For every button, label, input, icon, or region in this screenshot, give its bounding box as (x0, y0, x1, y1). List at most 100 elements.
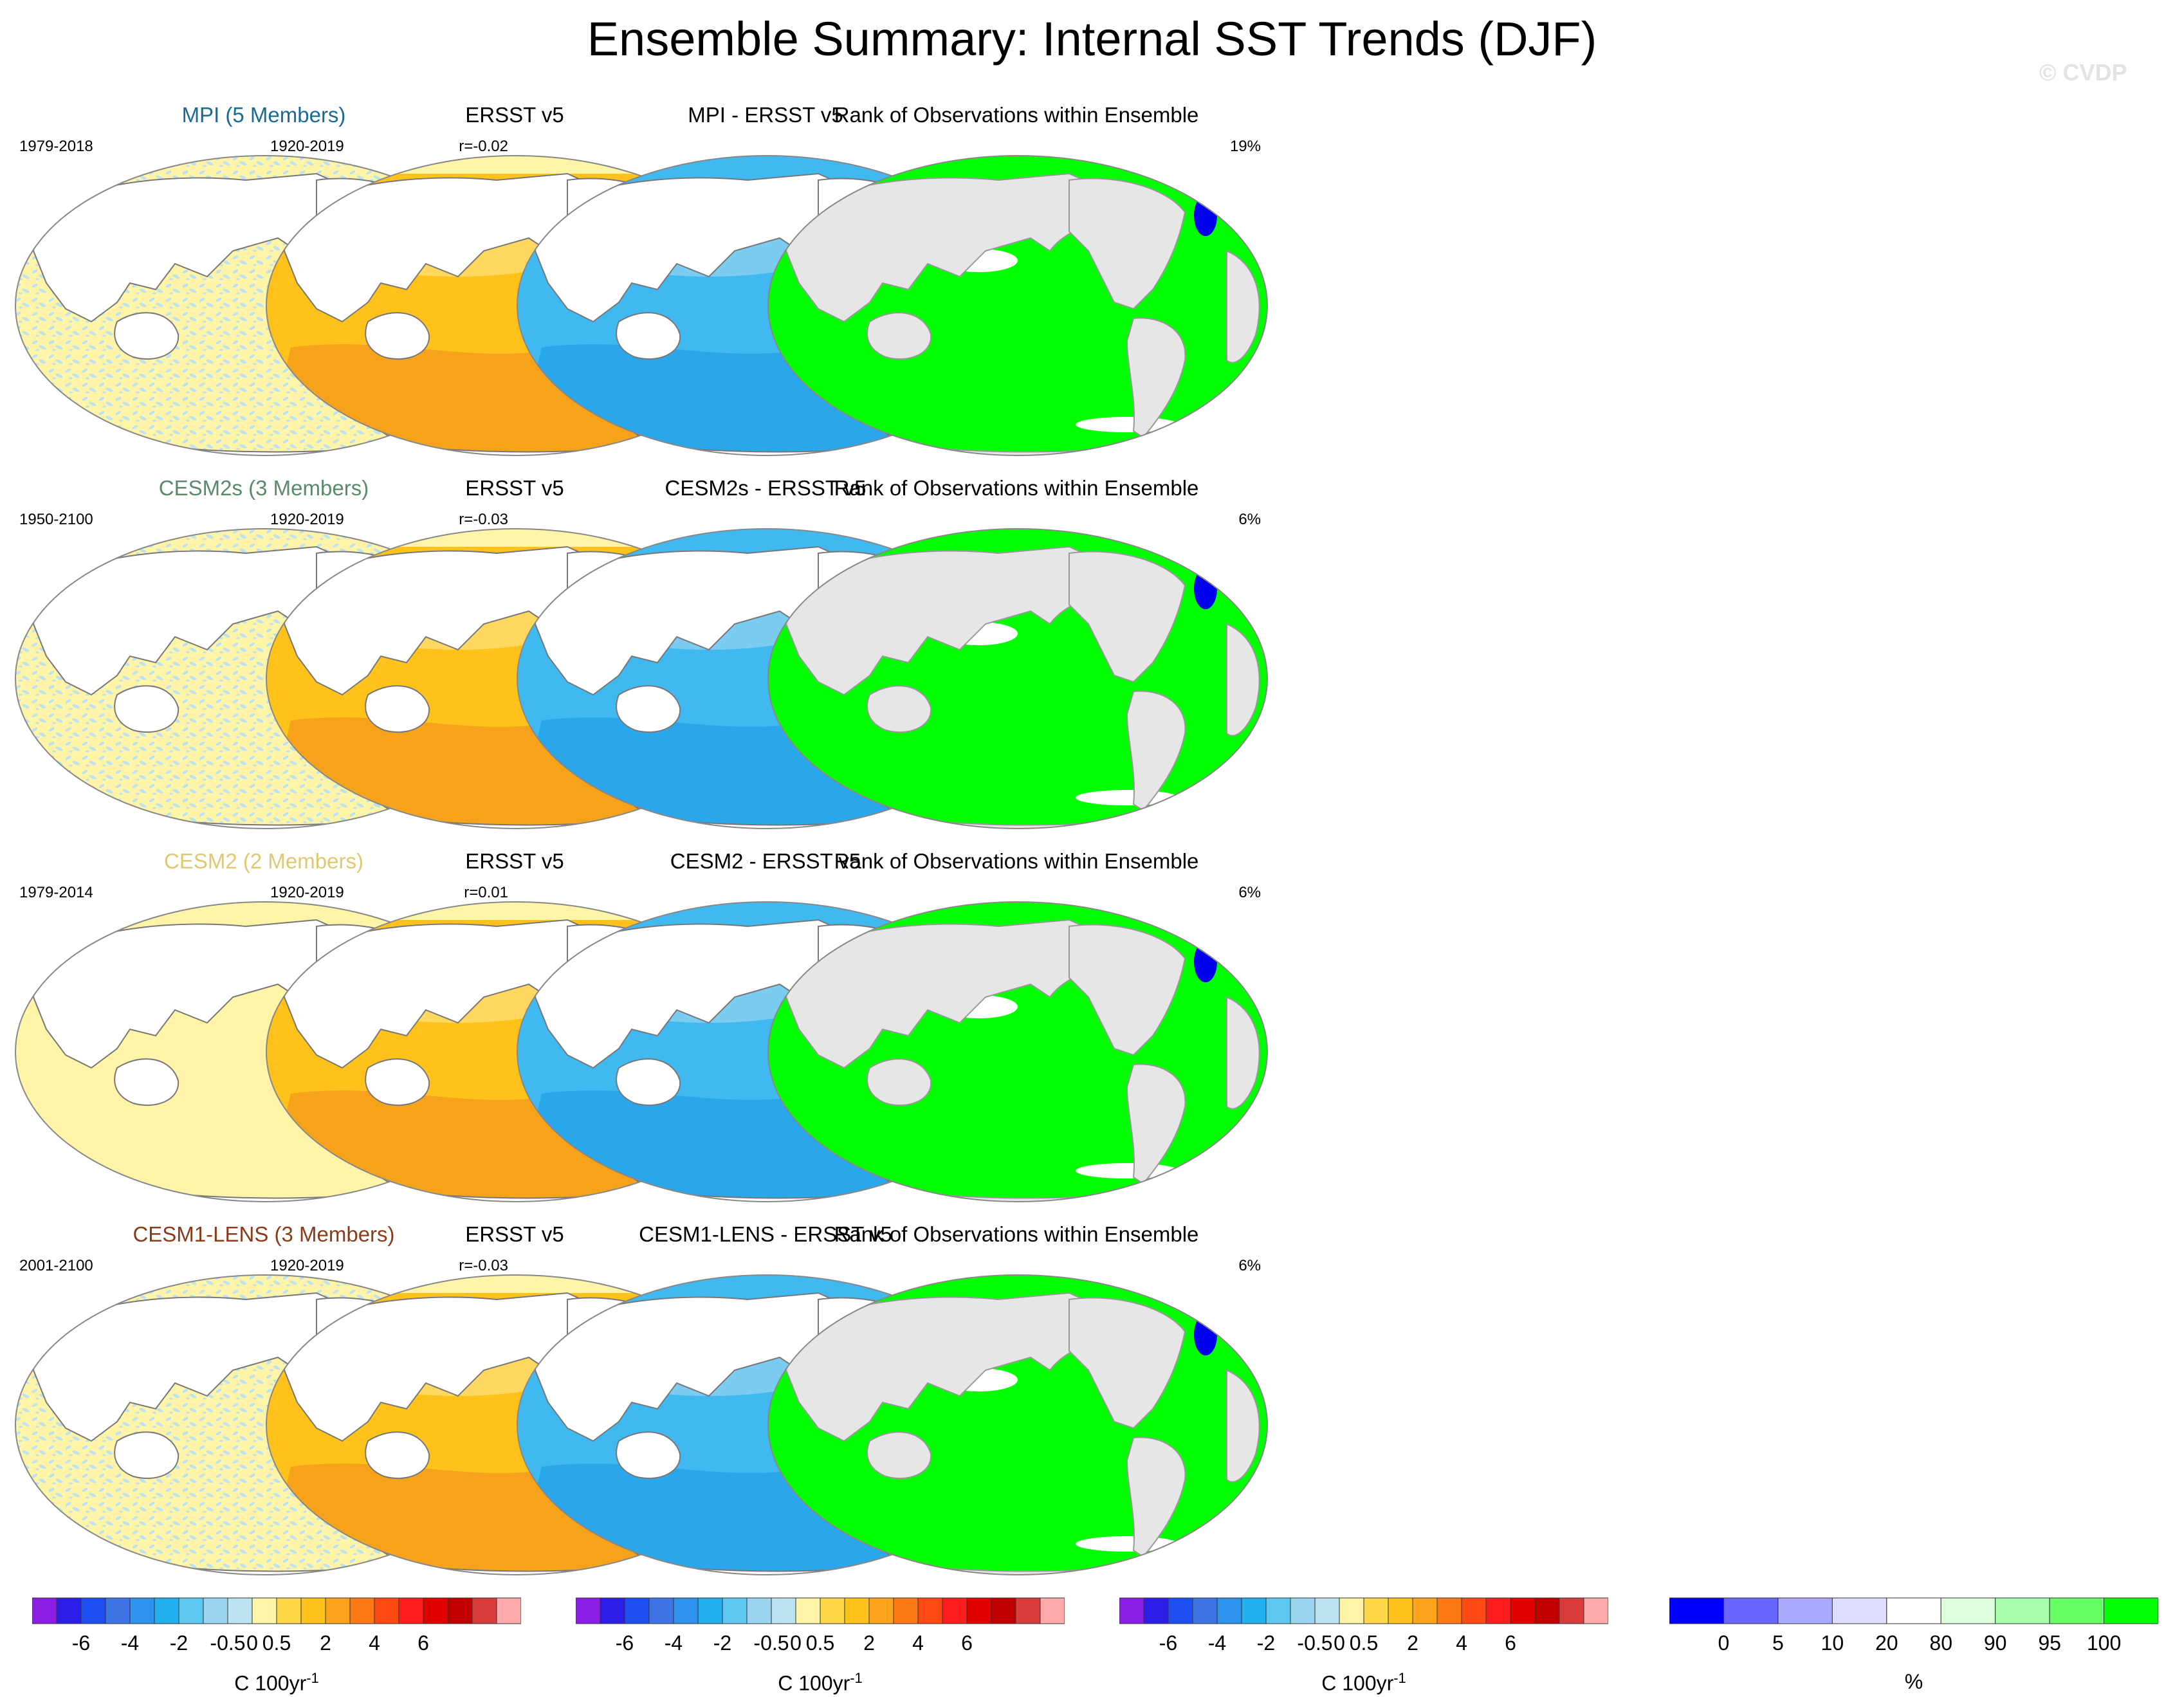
units-text: % (1904, 1670, 1923, 1693)
figure-title: Ensemble Summary: Internal SST Trends (D… (587, 12, 1597, 66)
panel-title: Rank of Observations within Ensemble (834, 103, 1199, 127)
colorbar-swatch (795, 1597, 821, 1624)
colorbar-swatches (1669, 1597, 2158, 1624)
panel-title: ERSST v5 (465, 1222, 564, 1246)
map-area (767, 154, 1269, 457)
period-label: 1920-2019 (270, 511, 344, 528)
land-shape (1226, 1369, 1260, 1483)
land-shape (616, 312, 681, 360)
colorbar-swatch (447, 1597, 473, 1624)
colorbar-tick-label: 6 (961, 1631, 973, 1655)
colorbar-swatch (673, 1597, 699, 1624)
colorbar-tick-label: 6 (1505, 1631, 1516, 1655)
colorbar-tick-label: -6 (615, 1631, 634, 1655)
units-exponent: -1 (850, 1670, 863, 1686)
colorbar-swatches (576, 1597, 1065, 1624)
period-label: 1979-2018 (19, 138, 93, 155)
land-shape (867, 1058, 932, 1106)
colorbar-swatch (32, 1597, 57, 1624)
colorbar-swatch (325, 1597, 351, 1624)
land-shape (114, 685, 179, 733)
land-shape (1126, 1063, 1186, 1185)
colorbar-swatch (648, 1597, 674, 1624)
colorbar-swatch (496, 1597, 521, 1624)
colorbar-units-label: C 100yr-1 (32, 1670, 521, 1696)
rank-panel: Rank of Observations within Ensemble 6% (759, 1222, 1274, 1582)
colorbar-swatch (1559, 1597, 1584, 1624)
colorbar-swatch (1119, 1597, 1144, 1624)
rank-percent-label: 6% (1238, 511, 1261, 528)
colorbar-swatch (1015, 1597, 1041, 1624)
colorbar-swatch (1241, 1597, 1267, 1624)
colorbar-swatch (893, 1597, 919, 1624)
colorbar-tick-label: -2 (169, 1631, 188, 1655)
rank-mid-patch (1076, 790, 1179, 805)
trend-colorbar: -6 -4 -2 -0.5 0 0.5 2 4 6 C 100yr-1 (576, 1595, 1065, 1695)
colorbar-tick-label: -4 (120, 1631, 140, 1655)
land-mask (785, 546, 1260, 829)
panel-title: CESM1-LENS - ERSST v5 (639, 1222, 892, 1246)
colorbar-swatch (252, 1597, 277, 1624)
colorbar-swatch (1388, 1597, 1413, 1624)
panel-title: CESM2 (2 Members) (164, 849, 363, 873)
map-area (767, 901, 1269, 1203)
rank-panel: Rank of Observations within Ensemble 6% (759, 476, 1274, 836)
land-shape (616, 1431, 681, 1480)
colorbar-swatch (1485, 1597, 1511, 1624)
panel-title: MPI - ERSST v5 (688, 103, 843, 127)
colorbar-swatch (1290, 1597, 1316, 1624)
colorbar-swatch (820, 1597, 845, 1624)
land-shape (1226, 996, 1260, 1110)
correlation-label: r=-0.03 (459, 511, 508, 528)
period-label: 1920-2019 (270, 1257, 344, 1274)
colorbar-swatch (868, 1597, 894, 1624)
land-shape (1069, 551, 1186, 683)
land-shape (1226, 250, 1260, 363)
colorbar-swatch (1192, 1597, 1218, 1624)
rank-panel: Rank of Observations within Ensemble 6% (759, 849, 1274, 1209)
colorbar-tick-label: -0.5 (1297, 1631, 1333, 1655)
colorbar-swatch (1886, 1597, 1941, 1624)
rank-map (767, 155, 1268, 456)
colorbar-swatch (374, 1597, 399, 1624)
colorbar-tick-label: 0.5 (1349, 1631, 1379, 1655)
colorbar-swatch (227, 1597, 253, 1624)
colorbar-swatch (80, 1597, 106, 1624)
colorbar-units-label: C 100yr-1 (576, 1670, 1065, 1696)
colorbar-tick-label: 4 (369, 1631, 380, 1655)
colorbar-swatch (1723, 1597, 1779, 1624)
colorbar-swatch (1940, 1597, 1996, 1624)
colorbar-swatch (2104, 1597, 2158, 1624)
colorbar-swatch (56, 1597, 82, 1624)
colorbar-swatch (746, 1597, 772, 1624)
colorbar-swatch (576, 1597, 601, 1624)
colorbar-tick-label: 5 (1772, 1631, 1784, 1655)
colorbar-tick-label: 20 (1875, 1631, 1898, 1655)
land-shape (114, 312, 179, 360)
units-text: C 100yr (1321, 1671, 1394, 1695)
land-shape (1226, 623, 1260, 737)
colorbar-swatch (1339, 1597, 1364, 1624)
land-shape (1126, 1436, 1186, 1558)
colorbar-swatch (1412, 1597, 1438, 1624)
colorbar-swatch (300, 1597, 326, 1624)
land-shape (365, 685, 430, 733)
units-exponent: -1 (306, 1670, 319, 1686)
trend-colorbar: -6 -4 -2 -0.5 0 0.5 2 4 6 C 100yr-1 (1119, 1595, 1608, 1695)
colorbar-swatch (1510, 1597, 1536, 1624)
colorbar-swatch (1583, 1597, 1608, 1624)
colorbar-swatches (1119, 1597, 1608, 1624)
colorbar-tick-label: 0 (1718, 1631, 1730, 1655)
rank-map (767, 901, 1268, 1202)
colorbar-tick-label: -2 (713, 1631, 732, 1655)
rank-map (767, 1274, 1268, 1575)
period-label: 1920-2019 (270, 884, 344, 901)
colorbar-swatch (991, 1597, 1016, 1624)
panel-title: Rank of Observations within Ensemble (834, 476, 1199, 500)
colorbar-swatch (349, 1597, 375, 1624)
colorbar-swatch (844, 1597, 870, 1624)
land-shape (616, 685, 681, 733)
panel-title: CESM2s (3 Members) (158, 476, 369, 500)
land-shape (867, 685, 932, 733)
colorbar-swatch (154, 1597, 179, 1624)
